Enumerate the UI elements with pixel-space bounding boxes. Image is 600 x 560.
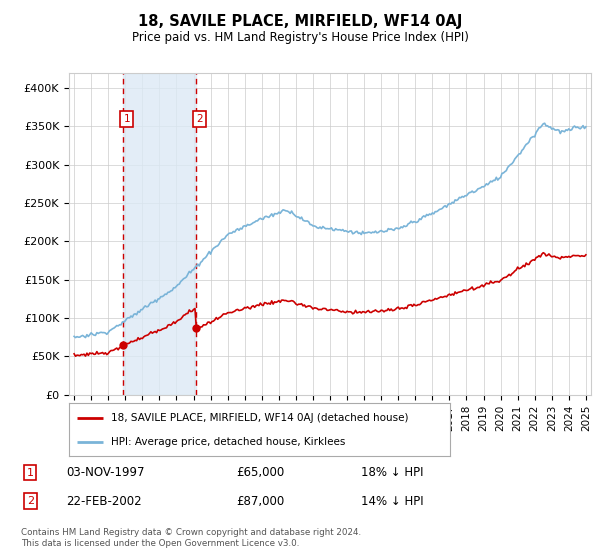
Text: 1: 1 bbox=[124, 114, 130, 124]
Text: £87,000: £87,000 bbox=[236, 494, 285, 508]
Text: 22-FEB-2002: 22-FEB-2002 bbox=[67, 494, 142, 508]
Bar bbox=[122, 73, 196, 395]
Text: 18% ↓ HPI: 18% ↓ HPI bbox=[361, 466, 424, 479]
Text: HPI: Average price, detached house, Kirklees: HPI: Average price, detached house, Kirk… bbox=[111, 437, 345, 447]
Text: 03-NOV-1997: 03-NOV-1997 bbox=[67, 466, 145, 479]
Text: 2: 2 bbox=[26, 496, 34, 506]
Text: 2: 2 bbox=[197, 114, 203, 124]
Text: £65,000: £65,000 bbox=[236, 466, 285, 479]
Text: 18, SAVILE PLACE, MIRFIELD, WF14 0AJ (detached house): 18, SAVILE PLACE, MIRFIELD, WF14 0AJ (de… bbox=[111, 413, 409, 423]
Text: Contains HM Land Registry data © Crown copyright and database right 2024.
This d: Contains HM Land Registry data © Crown c… bbox=[21, 528, 361, 548]
Text: 14% ↓ HPI: 14% ↓ HPI bbox=[361, 494, 424, 508]
Text: Price paid vs. HM Land Registry's House Price Index (HPI): Price paid vs. HM Land Registry's House … bbox=[131, 31, 469, 44]
Text: 1: 1 bbox=[26, 468, 34, 478]
Text: 18, SAVILE PLACE, MIRFIELD, WF14 0AJ: 18, SAVILE PLACE, MIRFIELD, WF14 0AJ bbox=[138, 14, 462, 29]
